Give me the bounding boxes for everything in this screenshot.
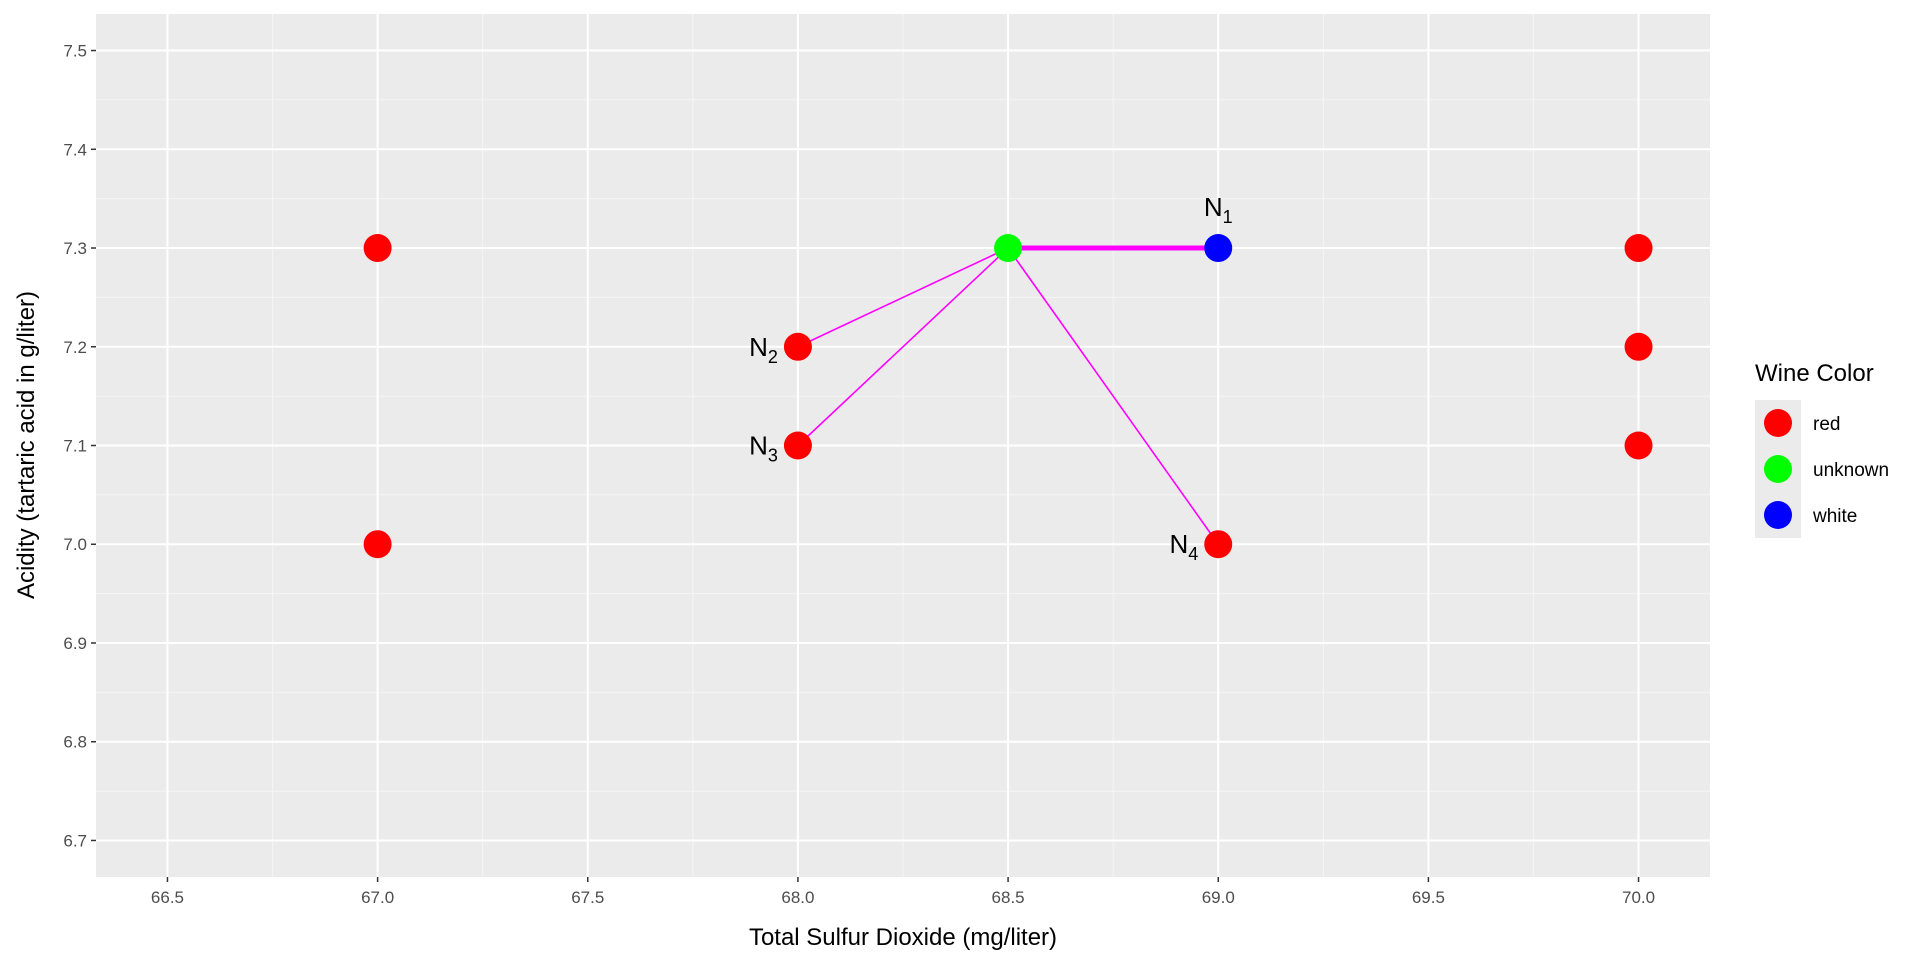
legend-swatch-red: [1764, 409, 1792, 437]
y-tick-label: 7.0: [63, 535, 87, 554]
major-grid: [96, 14, 1710, 877]
legend: Wine Color red unknown white: [1755, 360, 1889, 538]
point-red: [783, 431, 812, 460]
x-tick-label: 70.0: [1622, 888, 1655, 907]
data-points: [363, 234, 1653, 559]
legend-swatch-unknown: [1764, 455, 1792, 483]
neighbor-label-subscript: 2: [768, 347, 778, 367]
point-white: [1204, 234, 1233, 263]
legend-label-unknown: unknown: [1813, 460, 1889, 481]
y-tick-label: 7.1: [63, 437, 87, 456]
neighbor-label-subscript: 4: [1188, 544, 1198, 564]
y-tick-label: 7.5: [63, 42, 87, 61]
neighbor-label-subscript: 3: [768, 446, 778, 466]
x-tick-label: 67.0: [361, 888, 394, 907]
neighbor-line: [1007, 247, 1219, 545]
x-tick-label: 68.0: [781, 888, 814, 907]
point-unknown: [994, 234, 1023, 263]
y-tick-label: 7.3: [63, 239, 87, 258]
point-red: [1624, 234, 1653, 263]
y-tick-label: 7.4: [63, 140, 87, 159]
point-red: [363, 530, 392, 559]
neighbor-label-base: N: [749, 431, 768, 461]
neighbor-label-base: N: [749, 332, 768, 362]
neighbor-label-base: N: [1204, 192, 1223, 222]
point-red: [783, 332, 812, 361]
point-red: [1624, 332, 1653, 361]
legend-title: Wine Color: [1755, 360, 1874, 387]
x-tick-label: 66.5: [151, 888, 184, 907]
neighbor-label: N2: [749, 332, 778, 367]
y-tick-label: 7.2: [63, 338, 87, 357]
x-tick-label: 69.0: [1202, 888, 1235, 907]
y-tick-label: 6.7: [63, 831, 87, 850]
neighbor-line: [797, 247, 1009, 447]
x-axis: 66.5 67.0 67.5 68.0 68.5 69.0 69.5 70.0: [151, 877, 1655, 907]
x-tick-label: 68.5: [992, 888, 1025, 907]
y-tick-label: 6.8: [63, 733, 87, 752]
y-axis: 6.7 6.8 6.9 7.0 7.1 7.2 7.3 7.4 7.5: [63, 42, 96, 850]
legend-label-red: red: [1813, 414, 1840, 435]
x-tick-label: 67.5: [571, 888, 604, 907]
neighbor-label: N3: [749, 431, 778, 466]
x-tick-label: 69.5: [1412, 888, 1445, 907]
y-axis-title: Acidity (tartaric acid in g/liter): [13, 291, 40, 599]
minor-grid: [96, 14, 1710, 877]
y-tick-label: 6.9: [63, 634, 87, 653]
neighbor-label: N1: [1204, 192, 1233, 227]
neighbor-lines: [797, 245, 1219, 545]
point-red: [1204, 530, 1233, 559]
point-red: [1624, 431, 1653, 460]
neighbor-label-subscript: 1: [1223, 207, 1233, 227]
legend-swatch-white: [1764, 501, 1792, 529]
neighbor-label: N4: [1169, 529, 1198, 564]
neighbor-label-base: N: [1169, 529, 1188, 559]
point-red: [363, 234, 392, 263]
x-axis-title: Total Sulfur Dioxide (mg/liter): [749, 924, 1057, 951]
neighbor-line: [797, 247, 1009, 348]
legend-entries: red unknown white: [1755, 400, 1889, 538]
legend-label-white: white: [1812, 506, 1857, 527]
